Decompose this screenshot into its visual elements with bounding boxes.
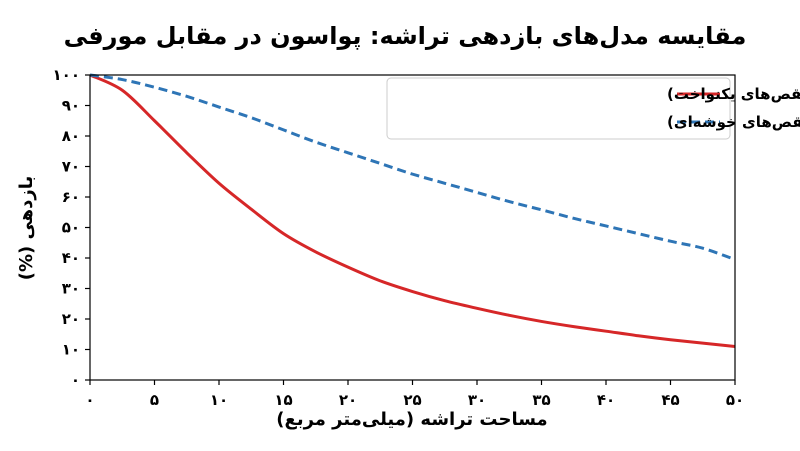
- x-tick-label: ۱۰: [210, 391, 228, 409]
- y-tick-label: ۸۰: [62, 127, 80, 145]
- x-tick-label: ۳۰: [468, 391, 486, 409]
- y-tick-label: ۱۰۰: [53, 66, 80, 84]
- x-tick-label: ۲۵: [403, 391, 421, 409]
- y-axis-label: بازدهی (%): [16, 176, 37, 281]
- y-tick-label: ۲۰: [62, 310, 80, 328]
- x-tick-label: ۲۰: [339, 391, 357, 409]
- x-tick-label: ۰: [85, 391, 94, 409]
- y-tick-label: ۷۰: [62, 158, 80, 176]
- y-tick-label: ۶۰: [62, 188, 80, 206]
- poisson-yield-line: [89, 73, 736, 348]
- x-axis-label: مساحت تراشه (میلی‌متر مربع): [276, 409, 547, 430]
- x-tick-label: ۵: [150, 391, 159, 409]
- legend-box: [386, 77, 731, 140]
- chart-title: مقایسه مدل‌های بازدهی تراشه: پواسون در م…: [64, 22, 747, 50]
- murphy-yield-line: [89, 73, 736, 261]
- y-tick-label: ۰: [71, 371, 80, 389]
- x-tick-label: ۴۰: [597, 391, 615, 409]
- plot-area: [89, 73, 736, 348]
- y-tick-label: ۹۰: [62, 97, 80, 115]
- x-axis: ۰ ۵ ۱۰ ۱۵ ۲۰ ۲۵ ۳۰ ۳۵ ۴۰ ۴۵ ۵۰: [85, 380, 744, 409]
- legend-label-murphy: مدل مورفی (نقص‌های خوشه‌ای): [667, 113, 800, 131]
- y-axis: ۰ ۱۰ ۲۰ ۳۰ ۴۰ ۵۰ ۶۰ ۷۰ ۸۰ ۹۰ ۱۰۰: [53, 66, 90, 389]
- legend: مدل پواسون (بدبینانه، نقص‌های یکنواخت) م…: [386, 77, 800, 140]
- y-tick-label: ۱۰: [62, 341, 80, 359]
- y-tick-label: ۳۰: [62, 280, 80, 298]
- y-tick-label: ۵۰: [62, 219, 80, 237]
- y-tick-label: ۴۰: [62, 249, 80, 267]
- x-tick-label: ۵۰: [726, 391, 744, 409]
- legend-label-poisson: مدل پواسون (بدبینانه، نقص‌های یکنواخت): [667, 85, 800, 104]
- x-tick-label: ۳۵: [532, 391, 550, 409]
- x-tick-label: ۱۵: [274, 391, 292, 409]
- x-tick-label: ۴۵: [661, 391, 679, 409]
